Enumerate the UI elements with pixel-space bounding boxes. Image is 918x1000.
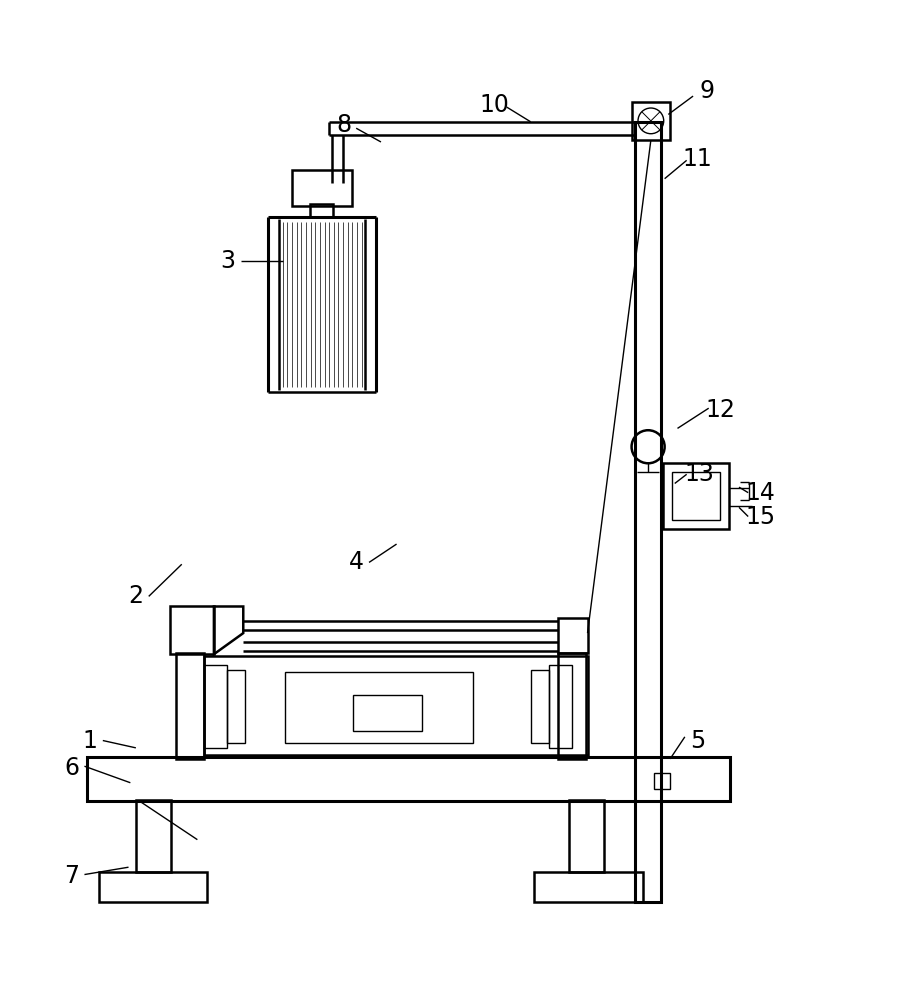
Text: 6: 6 bbox=[64, 756, 79, 780]
Bar bbox=[654, 773, 670, 789]
Bar bbox=[204, 656, 588, 755]
Text: 15: 15 bbox=[745, 505, 775, 529]
Bar bbox=[176, 653, 204, 759]
Bar bbox=[285, 672, 473, 743]
Bar bbox=[292, 170, 352, 206]
Bar bbox=[227, 670, 245, 743]
Bar bbox=[569, 800, 604, 872]
Bar bbox=[672, 472, 720, 520]
Bar bbox=[87, 757, 730, 801]
Text: 9: 9 bbox=[700, 79, 714, 103]
Bar bbox=[310, 204, 333, 217]
Bar bbox=[170, 606, 214, 654]
Bar bbox=[663, 463, 729, 529]
Text: 3: 3 bbox=[220, 249, 235, 273]
Bar bbox=[531, 670, 549, 743]
Bar bbox=[99, 872, 207, 902]
Bar bbox=[204, 665, 227, 748]
Text: 11: 11 bbox=[683, 147, 712, 171]
Text: 1: 1 bbox=[83, 729, 97, 753]
Text: 13: 13 bbox=[685, 462, 714, 486]
Bar bbox=[635, 122, 661, 902]
Text: 10: 10 bbox=[479, 93, 509, 117]
Text: 12: 12 bbox=[706, 398, 735, 422]
Text: 8: 8 bbox=[337, 113, 352, 137]
Bar bbox=[632, 102, 670, 140]
Bar bbox=[558, 653, 586, 759]
Bar bbox=[353, 695, 422, 731]
Text: 2: 2 bbox=[129, 584, 143, 608]
Text: 14: 14 bbox=[745, 481, 775, 505]
Bar bbox=[558, 618, 588, 653]
Text: 4: 4 bbox=[349, 550, 364, 574]
Bar bbox=[549, 665, 572, 748]
Text: 7: 7 bbox=[64, 864, 79, 888]
Bar bbox=[136, 800, 171, 872]
Text: 5: 5 bbox=[690, 729, 705, 753]
Bar bbox=[534, 872, 643, 902]
